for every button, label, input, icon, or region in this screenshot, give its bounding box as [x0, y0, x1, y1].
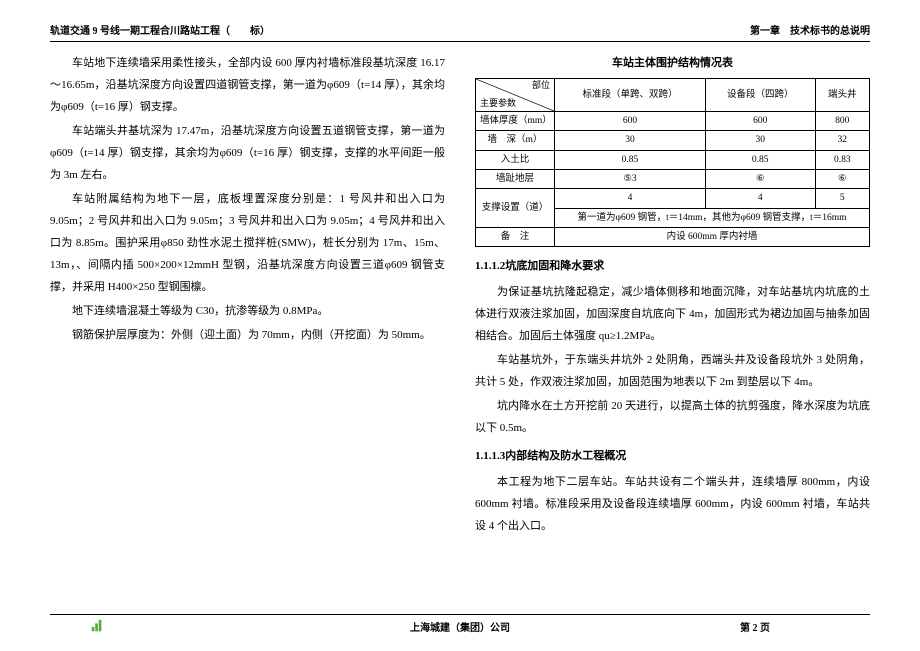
- cell: 32: [815, 131, 869, 150]
- cell: 30: [555, 131, 706, 150]
- cell: ⑤3: [555, 170, 706, 189]
- two-column-body: 车站地下连续墙采用柔性接头，全部内设 600 厚内衬墙标准段基坑深度 16.17…: [50, 52, 870, 592]
- para: 车站附属结构为地下一层，底板埋置深度分别是：1 号风井和出入口为 9.05m；2…: [50, 188, 445, 298]
- left-column: 车站地下连续墙采用柔性接头，全部内设 600 厚内衬墙标准段基坑深度 16.17…: [50, 52, 445, 592]
- row-label: 备 注: [476, 228, 555, 247]
- col-header: 端头井: [815, 79, 869, 112]
- right-column: 车站主体围护结构情况表 部位 主要参数 标准段（单跨、双跨） 设备段（四跨） 端…: [475, 52, 870, 592]
- para: 车站端头井基坑深为 17.47m，沿基坑深度方向设置五道钢管支撑，第一道为φ60…: [50, 120, 445, 186]
- cell: 600: [705, 112, 815, 131]
- header-right: 第一章 技术标书的总说明: [750, 22, 870, 37]
- section-heading: 1.1.1.2坑底加固和降水要求: [475, 255, 870, 277]
- footer-page: 第 2 页: [740, 619, 770, 634]
- cell: 4: [555, 189, 706, 208]
- cell: 5: [815, 189, 869, 208]
- structure-table: 部位 主要参数 标准段（单跨、双跨） 设备段（四跨） 端头井 墙体厚度（mm） …: [475, 78, 870, 247]
- support-note: 第一道为φ609 钢管，t＝14mm，其他为φ609 钢管支撑，t＝16mm: [555, 208, 870, 227]
- cell: ⑥: [815, 170, 869, 189]
- table-title: 车站主体围护结构情况表: [475, 52, 870, 74]
- cell: 30: [705, 131, 815, 150]
- para: 钢筋保护层厚度为：外侧（迎土面）为 70mm，内侧（开挖面）为 50mm。: [50, 324, 445, 346]
- para: 车站基坑外，于东端头井坑外 2 处阴角，西端头井及设备段坑外 3 处阴角，共计 …: [475, 349, 870, 393]
- logo-icon: [90, 619, 104, 633]
- cell: 0.85: [705, 150, 815, 169]
- row-label: 墙体厚度（mm）: [476, 112, 555, 131]
- para: 本工程为地下二层车站。车站共设有二个端头井，连续墙厚 800mm，内设 600m…: [475, 471, 870, 537]
- cell: 0.85: [555, 150, 706, 169]
- header-left: 轨道交通 9 号线一期工程合川路站工程（ 标）: [50, 22, 270, 37]
- diag-bot: 主要参数: [480, 98, 516, 110]
- para: 为保证基坑抗隆起稳定，减少墙体侧移和地面沉降，对车站基坑内坑底的土体进行双液注浆…: [475, 281, 870, 347]
- page-footer: 上海城建（集团）公司 第 2 页: [50, 614, 870, 633]
- row-label: 入土比: [476, 150, 555, 169]
- cell: ⑥: [705, 170, 815, 189]
- para: 车站地下连续墙采用柔性接头，全部内设 600 厚内衬墙标准段基坑深度 16.17…: [50, 52, 445, 118]
- cell: 600: [555, 112, 706, 131]
- section-heading: 1.1.1.3内部结构及防水工程概况: [475, 445, 870, 467]
- diag-top: 部位: [532, 80, 550, 92]
- para: 地下连续墙混凝土等级为 C30，抗渗等级为 0.8MPa。: [50, 300, 445, 322]
- col-header: 设备段（四跨）: [705, 79, 815, 112]
- cell: 800: [815, 112, 869, 131]
- row-label: 墙 深（m）: [476, 131, 555, 150]
- cell: 4: [705, 189, 815, 208]
- footer-company: 上海城建（集团）公司: [410, 619, 510, 634]
- cell: 0.83: [815, 150, 869, 169]
- row-label: 墙趾地层: [476, 170, 555, 189]
- col-header: 标准段（单跨、双跨）: [555, 79, 706, 112]
- page-header: 轨道交通 9 号线一期工程合川路站工程（ 标） 第一章 技术标书的总说明: [50, 22, 870, 42]
- remark-val: 内设 600mm 厚内衬墙: [555, 228, 870, 247]
- para: 坑内降水在土方开挖前 20 天进行，以提高土体的抗剪强度，降水深度为坑底以下 0…: [475, 395, 870, 439]
- diag-header-cell: 部位 主要参数: [476, 79, 555, 112]
- row-label: 支撑设置（道）: [476, 189, 555, 228]
